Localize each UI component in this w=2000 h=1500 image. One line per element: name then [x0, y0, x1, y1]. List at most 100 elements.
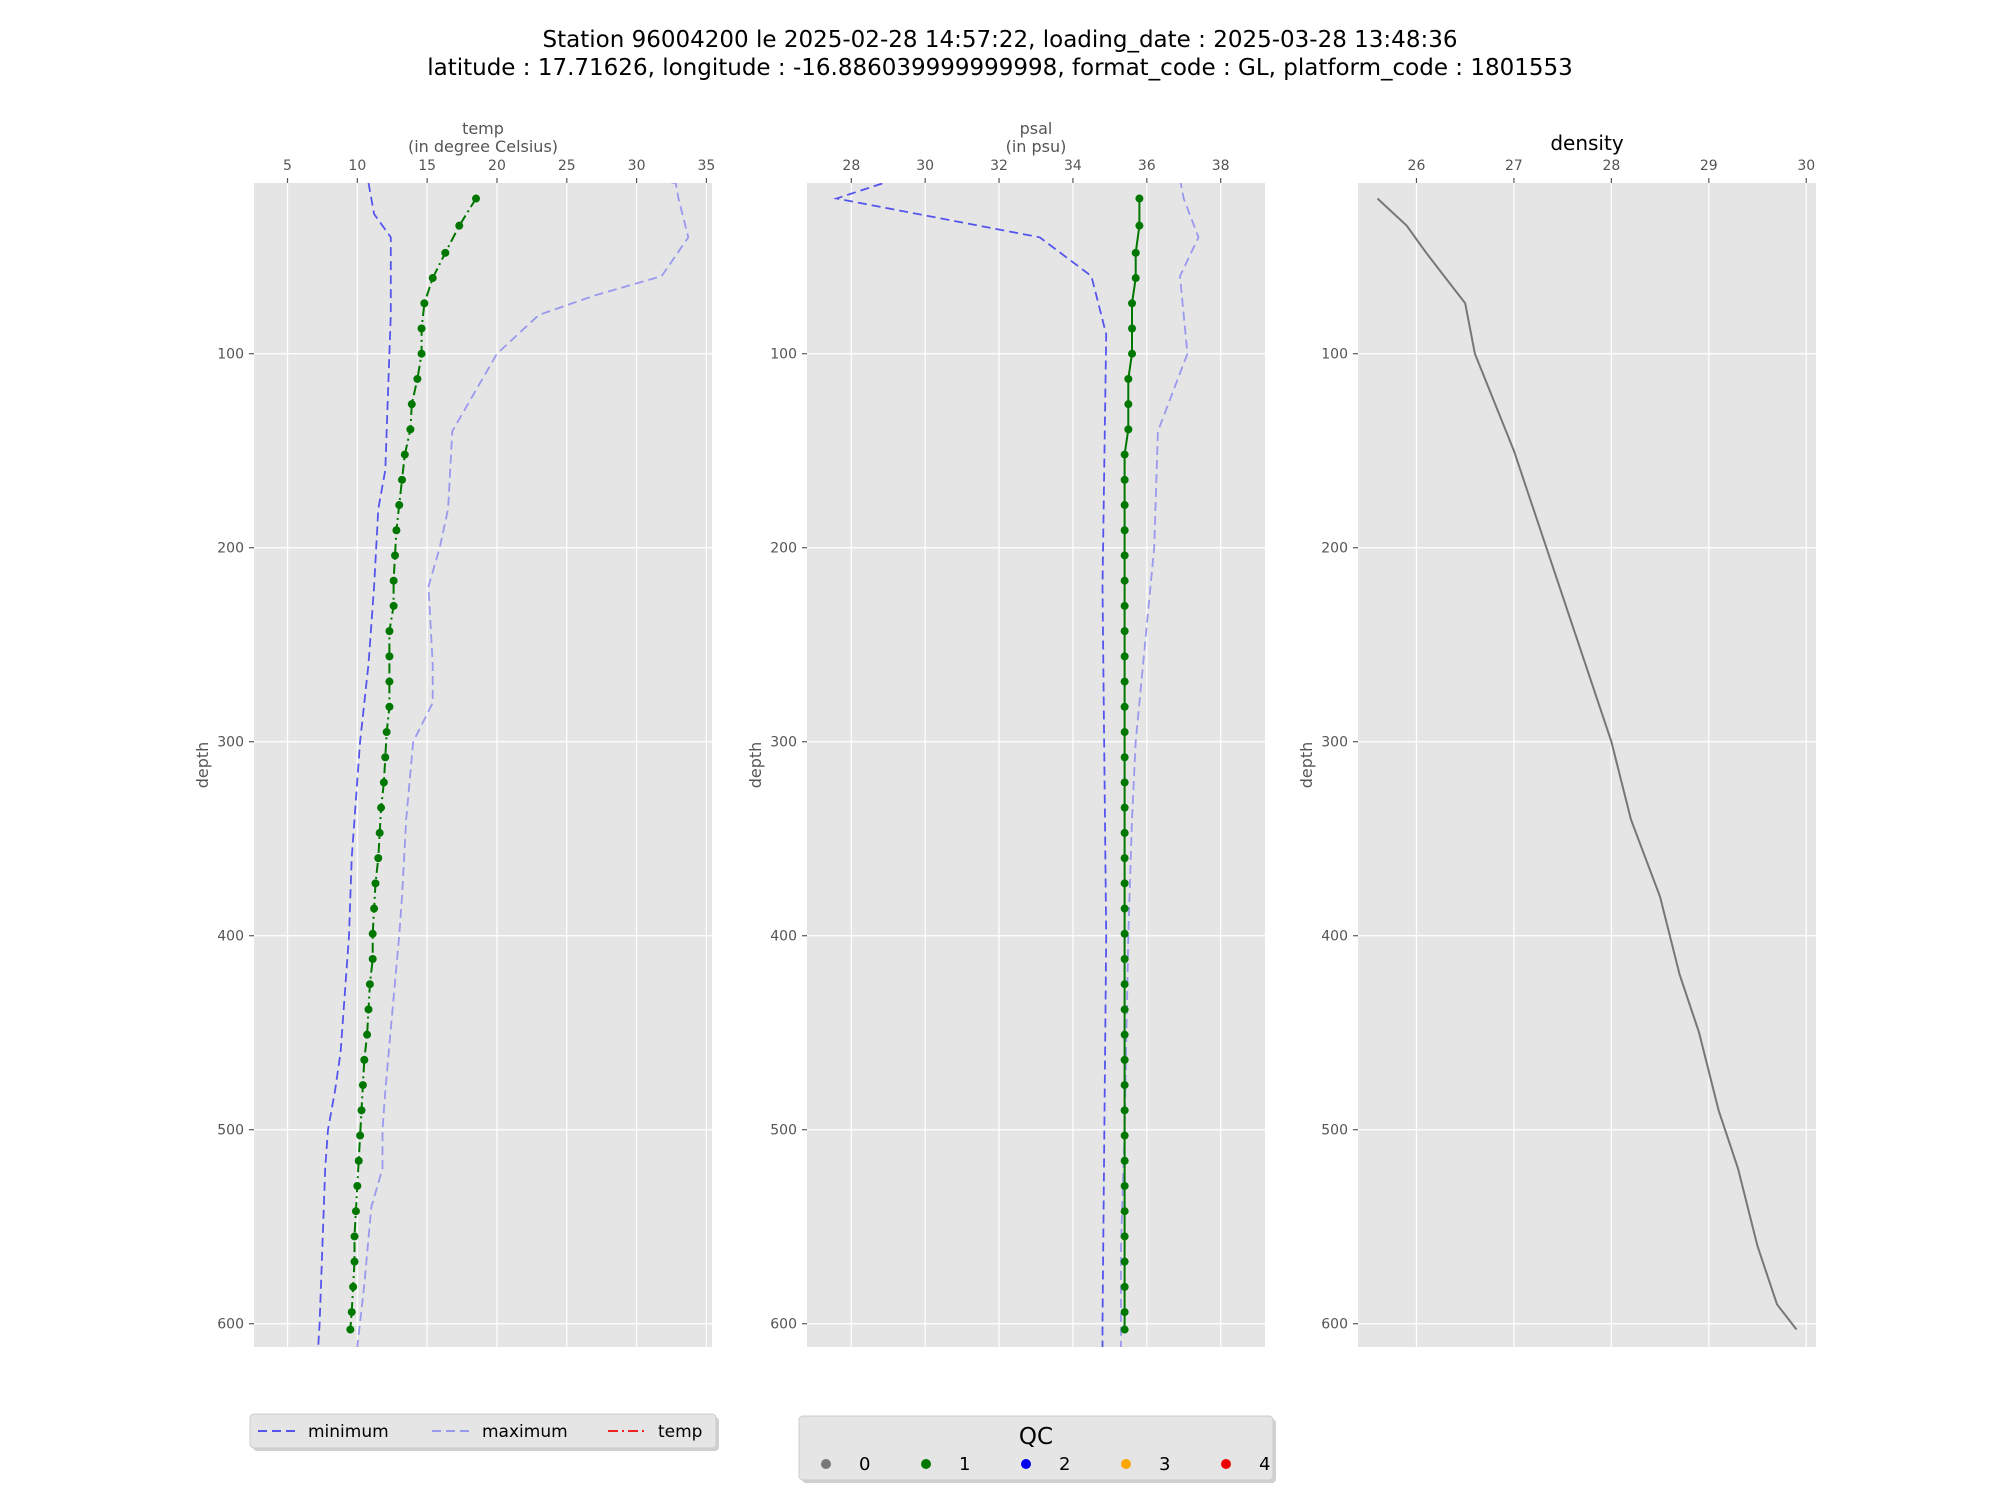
y-tick-label: 400 — [217, 929, 244, 945]
data-point — [347, 1308, 356, 1317]
y-axis-label: depth — [1297, 742, 1316, 789]
data-point — [1120, 854, 1129, 863]
series-group — [832, 183, 1200, 1347]
panel-title: temp — [462, 119, 504, 138]
data-point — [417, 349, 426, 358]
data-point — [1128, 299, 1137, 308]
y-tick-label: 300 — [217, 735, 244, 751]
data-point — [1120, 450, 1129, 459]
y-tick-label: 600 — [770, 1317, 797, 1333]
data-point — [377, 803, 386, 812]
qc-label: 3 — [1159, 1454, 1170, 1475]
x-tick-label: 34 — [1064, 158, 1082, 174]
density-panel: 26 27 28 29 30 100 200 300 400 500 600 density depth — [1297, 131, 1816, 1347]
x-tick-label: 28 — [1602, 158, 1620, 174]
data-point — [1120, 803, 1129, 812]
data-point — [1120, 1156, 1129, 1165]
data-point — [1120, 753, 1129, 762]
y-tick-label: 600 — [1321, 1317, 1348, 1333]
data-point — [1120, 1106, 1129, 1115]
qc-marker — [1121, 1459, 1131, 1469]
x-tick-label: 15 — [418, 158, 436, 174]
data-point — [368, 929, 377, 938]
data-point — [360, 1055, 369, 1064]
data-point — [385, 702, 394, 711]
x-tick-label: 20 — [488, 158, 506, 174]
x-tick-label: 36 — [1138, 158, 1156, 174]
data-point — [420, 299, 429, 308]
data-point — [1120, 627, 1129, 636]
data-point — [1120, 1131, 1129, 1140]
data-point — [1120, 828, 1129, 837]
x-tick-label: 10 — [348, 158, 366, 174]
y-tick-label: 400 — [1321, 929, 1348, 945]
data-point — [1120, 1325, 1129, 1334]
data-point — [1124, 425, 1133, 434]
y-tick-label: 200 — [1321, 541, 1348, 557]
data-point — [406, 425, 415, 434]
qc-label: 4 — [1259, 1454, 1270, 1475]
data-point — [1124, 374, 1133, 383]
data-point — [365, 980, 374, 989]
x-tick-label: 38 — [1212, 158, 1230, 174]
y-axis-label: depth — [746, 742, 765, 789]
series-line-minimum — [832, 183, 1108, 1347]
y-tick-label: 300 — [770, 735, 797, 751]
data-point — [346, 1325, 355, 1334]
data-point — [1120, 1030, 1129, 1039]
qc-legend-box — [798, 1415, 1274, 1481]
data-point — [351, 1207, 360, 1216]
data-point — [358, 1081, 367, 1090]
data-point — [389, 576, 398, 585]
data-point — [392, 526, 401, 535]
legend-box — [249, 1413, 717, 1449]
data-point — [395, 501, 404, 510]
data-point — [364, 1005, 373, 1014]
data-point — [1120, 1081, 1129, 1090]
data-point — [1124, 400, 1133, 409]
data-point — [1120, 1282, 1129, 1291]
data-point — [1120, 526, 1129, 535]
psal-panel: 28 30 32 34 36 38 100 200 300 400 500 600 psal(in ps… — [746, 119, 1265, 1347]
data-point — [1120, 1232, 1129, 1241]
data-point — [379, 778, 388, 787]
x-tick-label: 29 — [1700, 158, 1718, 174]
series-line-maximum — [356, 183, 690, 1347]
plot-background — [807, 183, 1265, 1347]
qc-legend: QC 0 1 2 3 4 — [798, 1415, 1276, 1483]
data-point — [350, 1232, 359, 1241]
y-tick-label: 500 — [770, 1123, 797, 1139]
data-point — [1120, 1181, 1129, 1190]
series-group — [1376, 197, 1798, 1331]
panel-subtitle: (in degree Celsius) — [408, 137, 558, 156]
data-point — [349, 1282, 358, 1291]
data-point — [1120, 1005, 1129, 1014]
data-point — [1120, 1257, 1129, 1266]
data-point — [1135, 221, 1144, 230]
data-point — [1120, 702, 1129, 711]
series-line-density — [1376, 197, 1798, 1331]
data-point — [1120, 551, 1129, 560]
data-point — [385, 677, 394, 686]
data-point — [1131, 248, 1140, 257]
data-point — [417, 324, 426, 333]
panel-title: density — [1550, 131, 1623, 155]
panel-title: psal — [1020, 119, 1053, 138]
qc-marker — [1221, 1459, 1231, 1469]
data-point — [1120, 652, 1129, 661]
data-point — [455, 221, 464, 230]
y-tick-label: 100 — [1321, 347, 1348, 363]
series-line-psal — [1123, 198, 1141, 1330]
qc-legend-title: QC — [1019, 1424, 1053, 1450]
figure-title-line2: latitude : 17.71626, longitude : -16.886… — [427, 55, 1573, 81]
x-tick-label: 25 — [558, 158, 576, 174]
y-axis-label: depth — [193, 742, 212, 789]
data-point — [1120, 576, 1129, 585]
legend-label: temp — [658, 1422, 702, 1442]
data-point — [353, 1181, 362, 1190]
data-point — [370, 904, 379, 913]
data-point — [1120, 904, 1129, 913]
data-point — [1120, 980, 1129, 989]
x-tick-label: 32 — [990, 158, 1008, 174]
temp-panel: 5 10 15 20 25 30 35 100 200 300 400 500 600 temp(in d… — [193, 119, 715, 1347]
